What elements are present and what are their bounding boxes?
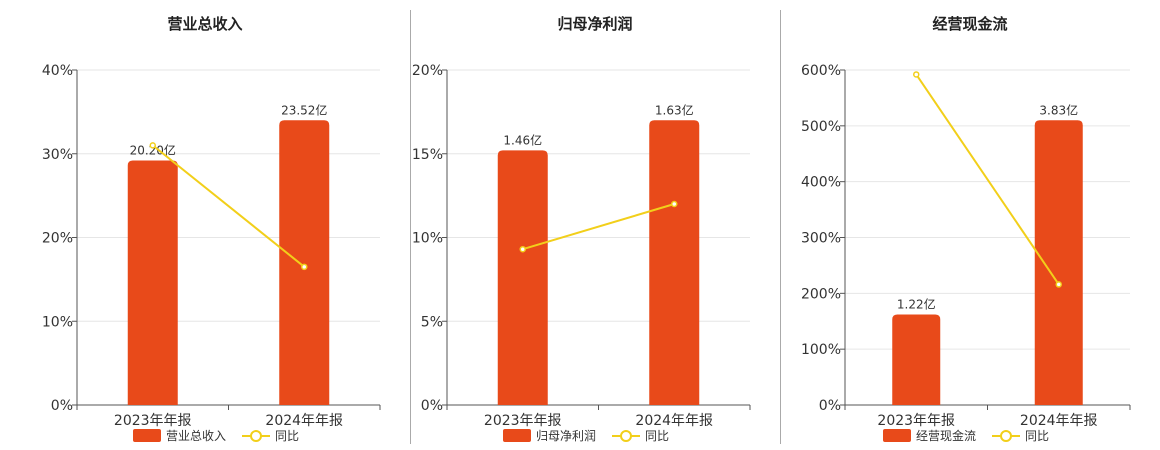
line-point (301, 263, 308, 271)
y-tick-label: 30% (42, 147, 73, 163)
legend-bar-swatch (503, 429, 531, 442)
legend-label-bar: 归母净利润 (536, 429, 597, 443)
legend: 经营现金流 同比 (883, 427, 1049, 444)
chart-plot: 0% 100% 200% 300% 400% 500% 600% 1.22亿 3.83亿 2023… (801, 63, 1131, 429)
bar (649, 120, 700, 405)
line-series (522, 203, 675, 251)
y-tick-label: 10% (412, 231, 443, 247)
line-point (519, 245, 526, 253)
x-tick-label: 2023年年报 (484, 413, 562, 429)
bar-value-label: 23.52亿 (281, 102, 327, 117)
y-tick-label: 0% (819, 398, 841, 414)
y-tick-label: 40% (42, 63, 73, 79)
x-tick-label: 2023年年报 (114, 413, 192, 429)
bar (127, 160, 178, 405)
y-tick-label: 5% (421, 314, 443, 330)
y-tick-label: 600% (801, 63, 841, 79)
chart-plot: 0% 5% 10% 15% 20% 1.46亿 1.63亿 2023年年报 2024年年报 (412, 63, 751, 429)
y-tick-label: 0% (421, 398, 443, 414)
legend: 归母净利润 同比 (503, 427, 669, 444)
chart-title: 归母净利润 (557, 15, 633, 33)
line-point (671, 200, 678, 208)
legend-label-bar: 营业总收入 (166, 429, 227, 443)
bar-value-label: 1.63亿 (655, 102, 694, 117)
legend-bar-swatch (883, 429, 911, 442)
legend-bar-swatch (133, 429, 161, 442)
y-tick-label: 500% (801, 119, 841, 135)
y-tick-label: 20% (42, 231, 73, 247)
legend-label-line: 同比 (645, 429, 670, 443)
legend-label-bar: 经营现金流 (916, 429, 977, 443)
line-point (149, 142, 156, 149)
legend-line-swatch (242, 429, 271, 442)
y-tick-label: 0% (51, 398, 73, 414)
legend-label-line: 同比 (275, 429, 300, 443)
y-tick-label: 20% (412, 63, 443, 79)
bar (1034, 120, 1083, 405)
y-tick-label: 15% (412, 147, 443, 163)
panel-divider (410, 10, 411, 444)
legend-label-line: 同比 (1025, 429, 1050, 443)
y-tick-label: 100% (801, 342, 841, 358)
x-tick-label: 2024年年报 (635, 413, 713, 429)
bar-value-label: 1.22亿 (897, 297, 936, 312)
chart-title: 经营现金流 (932, 15, 1008, 33)
y-tick-label: 200% (801, 286, 841, 302)
y-tick-label: 300% (801, 231, 841, 247)
x-tick-label: 2023年年报 (877, 413, 955, 429)
chart-panel-net-profit: 归母净利润 0% 5% 10% 15% 20% 1.46亿 1.63亿 2023年年报 2024… (410, 0, 780, 450)
y-tick-label: 10% (42, 314, 73, 330)
panel-divider (780, 10, 781, 444)
bar-value-label: 3.83亿 (1039, 102, 1078, 117)
line-series (915, 73, 1060, 285)
chart-panel-revenue: 营业总收入 0% 10% 20% 30% 40% 20.20亿 23.52亿 2023年年报 2… (0, 0, 410, 450)
x-tick-label: 2024年年报 (1020, 413, 1098, 429)
bar (892, 314, 941, 405)
x-tick-label: 2024年年报 (265, 413, 343, 429)
bar-value-label: 1.46亿 (503, 132, 542, 147)
line-point (1055, 281, 1062, 288)
legend-line-swatch (992, 429, 1021, 442)
chart-panel-operating-cash-flow: 经营现金流 0% 100% 200% 300% 400% 500% 600% 1.22亿 3.8… (780, 0, 1160, 450)
legend-line-swatch (612, 429, 641, 442)
bar (279, 120, 330, 405)
y-tick-label: 400% (801, 175, 841, 191)
bar (497, 150, 548, 405)
line-series (152, 144, 305, 268)
line-point (913, 71, 920, 78)
chart-title: 营业总收入 (167, 15, 243, 33)
legend: 营业总收入 同比 (133, 427, 299, 444)
